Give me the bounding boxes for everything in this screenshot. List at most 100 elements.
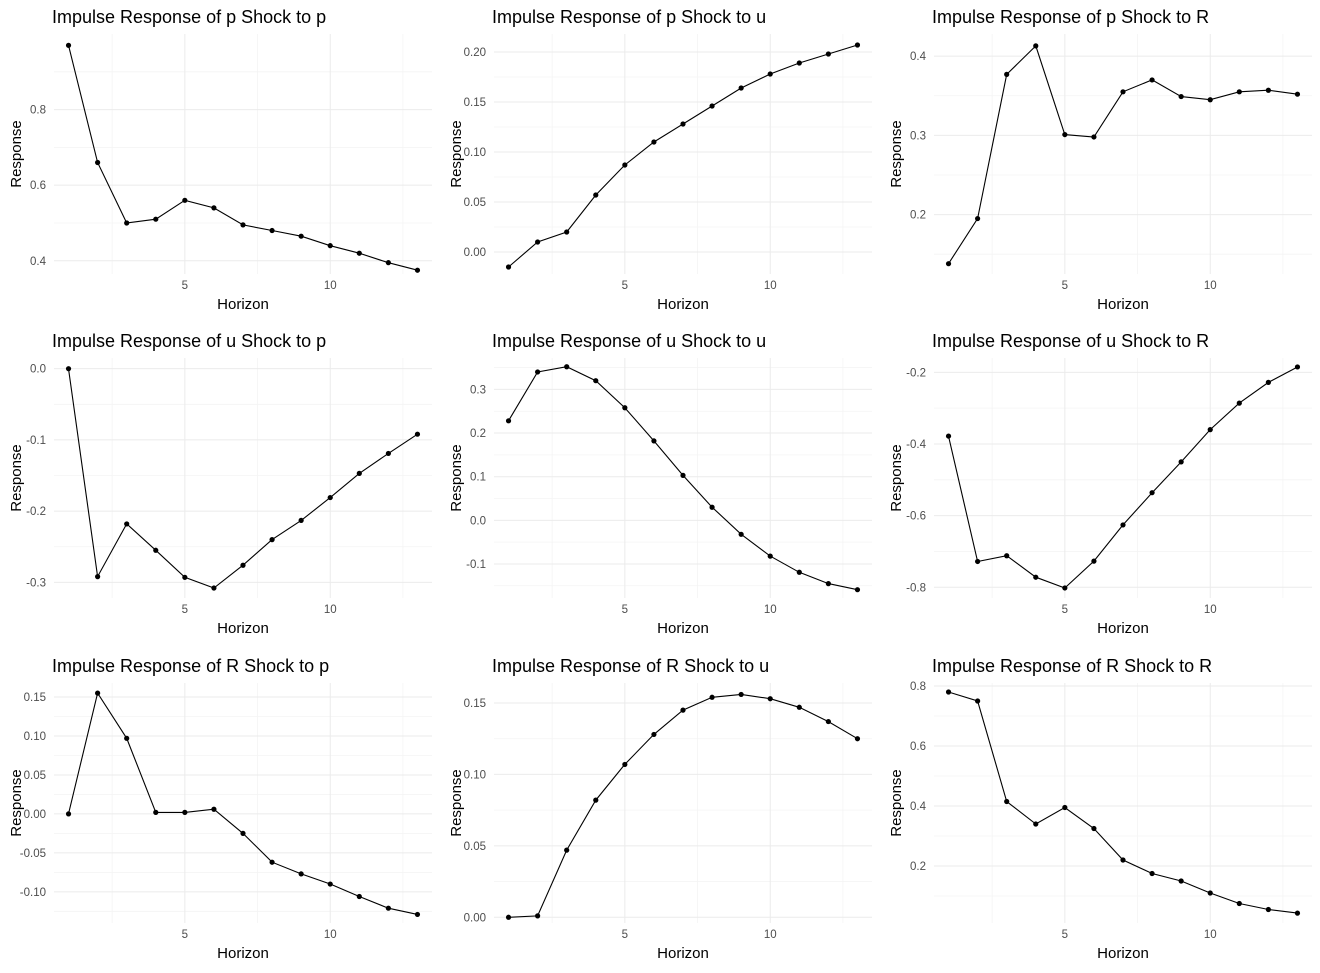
data-point — [1004, 798, 1010, 805]
data-point — [356, 893, 362, 900]
data-point — [738, 691, 744, 698]
data-point — [796, 569, 802, 575]
data-point — [709, 694, 715, 700]
y-tick-label: 0.4 — [910, 801, 927, 813]
y-axis-title: Response — [8, 120, 25, 188]
data-point — [385, 260, 391, 266]
x-tick-label: 5 — [182, 604, 188, 616]
x-tick-label: 10 — [324, 280, 337, 292]
data-point — [1149, 490, 1155, 496]
series-line — [947, 366, 1298, 589]
y-tick-label: 0.3 — [910, 130, 926, 142]
data-point — [975, 215, 981, 222]
x-tick-label: 10 — [1204, 280, 1217, 292]
data-point — [1120, 89, 1126, 95]
data-point — [651, 731, 657, 738]
data-point — [854, 42, 861, 48]
data-point — [1149, 870, 1155, 877]
chart-title: Impulse Response of u Shock to u — [492, 331, 766, 351]
x-tick-label: 5 — [1062, 604, 1068, 616]
x-tick-label: 5 — [1062, 280, 1068, 292]
y-tick-label: 0.0 — [30, 364, 46, 376]
data-point — [298, 871, 304, 877]
data-point — [1091, 825, 1097, 832]
data-point — [1294, 910, 1301, 916]
y-tick-label: 0.0 — [470, 515, 486, 527]
y-tick-label: 0.8 — [30, 105, 46, 117]
data-point — [945, 261, 952, 267]
data-point — [1033, 43, 1039, 49]
data-point — [825, 51, 831, 57]
chart-panel-8: 5 10 0.2 0.4 0.6 0.8 Impulse Response of R Sho… — [888, 656, 1312, 962]
data-point — [622, 761, 628, 768]
data-point — [945, 689, 952, 695]
y-tick-label: 0.8 — [910, 681, 926, 693]
data-point — [535, 913, 541, 919]
data-point — [680, 707, 686, 713]
data-point — [505, 264, 512, 270]
y-tick-label: 0.2 — [470, 428, 486, 440]
data-point — [975, 698, 981, 704]
y-tick-label: 0.4 — [910, 51, 927, 63]
series-line — [948, 44, 1298, 264]
y-tick-label: 0.05 — [464, 841, 486, 853]
y-tick-label: -0.2 — [26, 506, 46, 518]
chart-panel-0: 5 10 0.4 0.6 0.8 Impulse Response of p Shock … — [8, 7, 432, 313]
data-point — [1062, 131, 1068, 138]
data-point — [767, 553, 773, 559]
data-point — [1236, 400, 1242, 406]
data-point — [767, 71, 773, 77]
y-tick-label: 0.4 — [30, 256, 47, 268]
data-point — [414, 267, 421, 273]
data-point — [182, 197, 188, 203]
data-point — [269, 859, 275, 865]
data-point — [564, 364, 570, 370]
y-tick-label: 0.2 — [910, 210, 926, 222]
y-tick-label: 0.05 — [24, 770, 46, 782]
data-point — [124, 735, 130, 741]
data-point — [1236, 900, 1242, 907]
data-point — [414, 431, 421, 437]
data-point — [327, 881, 333, 887]
series-line — [67, 45, 418, 271]
data-point — [651, 139, 657, 145]
data-point — [211, 806, 217, 812]
series-line — [508, 366, 858, 591]
data-point — [65, 366, 72, 372]
data-point — [622, 162, 628, 168]
data-point — [1294, 91, 1301, 97]
data-point — [1207, 427, 1213, 433]
data-point — [1033, 821, 1039, 827]
data-point — [240, 222, 246, 228]
data-point — [414, 911, 421, 918]
y-tick-label: 0.05 — [464, 197, 486, 209]
data-point — [945, 433, 952, 439]
data-point — [1236, 89, 1242, 95]
x-axis-title: Horizon — [657, 620, 709, 637]
data-point — [327, 243, 333, 249]
y-tick-label: 0.6 — [30, 180, 46, 192]
data-point — [1120, 857, 1126, 863]
y-tick-label: -0.2 — [906, 367, 926, 379]
x-tick-label: 10 — [764, 604, 777, 616]
data-point — [796, 704, 802, 710]
data-point — [1149, 77, 1155, 83]
data-point — [153, 809, 159, 815]
chart-panel-2: 5 10 0.2 0.3 0.4 Impulse Response of p Shock … — [888, 7, 1312, 313]
y-tick-label: 0.1 — [470, 472, 486, 484]
x-axis-title: Horizon — [1097, 945, 1149, 962]
chart-panel-5: 5 10 -0.8 -0.6 -0.4 -0.2 Impulse Response of u… — [888, 331, 1312, 637]
data-point — [298, 233, 304, 239]
x-axis-title: Horizon — [217, 620, 269, 637]
x-tick-label: 5 — [182, 280, 188, 292]
y-tick-label: -0.05 — [20, 848, 46, 860]
y-tick-label: -0.1 — [466, 559, 486, 571]
data-point — [1178, 459, 1184, 465]
chart-title: Impulse Response of p Shock to R — [932, 7, 1209, 27]
data-point — [1062, 804, 1068, 811]
data-point — [593, 192, 599, 198]
data-point — [1062, 585, 1068, 591]
data-point — [738, 531, 744, 537]
series-line — [508, 693, 858, 918]
